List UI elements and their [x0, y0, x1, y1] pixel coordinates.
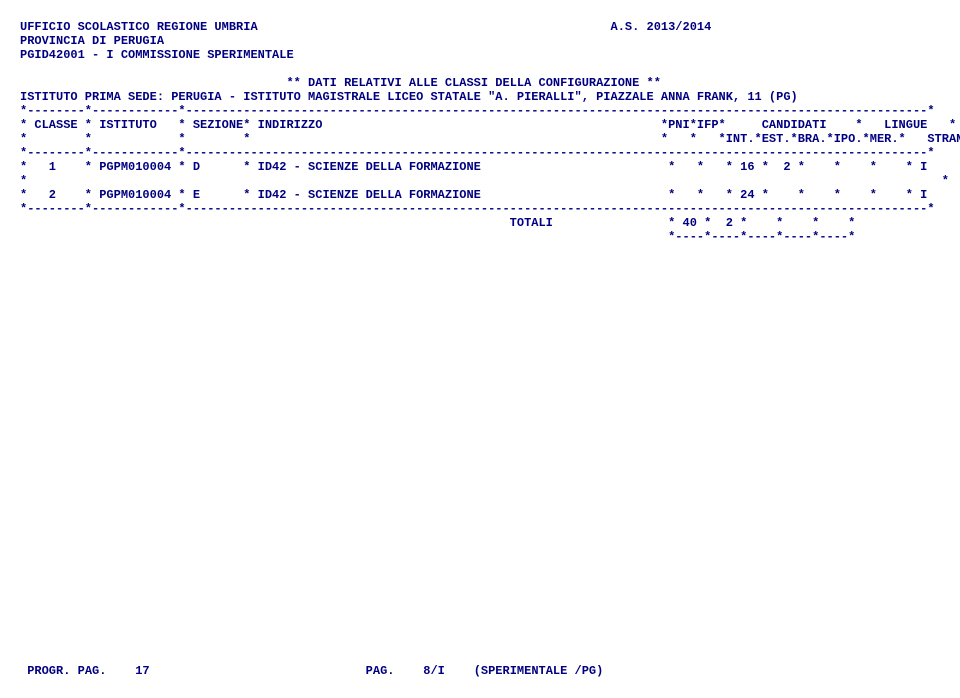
- header-commissione: PGID42001 - I COMMISSIONE SPERIMENTALE: [20, 48, 940, 62]
- table-border-mid1: *--------*------------*-----------------…: [20, 146, 940, 160]
- table-row: * 1 * PGPM010004 * D * ID42 - SCIENZE DE…: [20, 160, 940, 174]
- table-border-top: *--------*------------*-----------------…: [20, 104, 940, 118]
- table-header-row1: * CLASSE * ISTITUTO * SEZIONE* INDIRIZZO…: [20, 118, 940, 132]
- header-sede: ISTITUTO PRIMA SEDE: PERUGIA - ISTITUTO …: [20, 90, 940, 104]
- table-header-row2: * * * * * * *INT.*EST.*BRA.*IPO.*MER.* S…: [20, 132, 940, 146]
- header-subtitle: ** DATI RELATIVI ALLE CLASSI DELLA CONFI…: [20, 76, 940, 90]
- header-provincia: PROVINCIA DI PERUGIA: [20, 34, 940, 48]
- table-row: * 2 * PGPM010004 * E * ID42 - SCIENZE DE…: [20, 188, 940, 202]
- header-ufficio: UFFICIO SCOLASTICO REGIONE UMBRIA A.S. 2…: [20, 20, 940, 34]
- table-border-bottom: *--------*------------*-----------------…: [20, 202, 940, 216]
- table-row-blank: * *: [20, 174, 940, 188]
- footer-line: PROGR. PAG. 17 PAG. 8/I (SPERIMENTALE /P…: [20, 664, 940, 678]
- table-totals: TOTALI * 40 * 2 * * * *: [20, 216, 940, 230]
- table-totals-sep: *----*----*----*----*----*: [20, 230, 940, 244]
